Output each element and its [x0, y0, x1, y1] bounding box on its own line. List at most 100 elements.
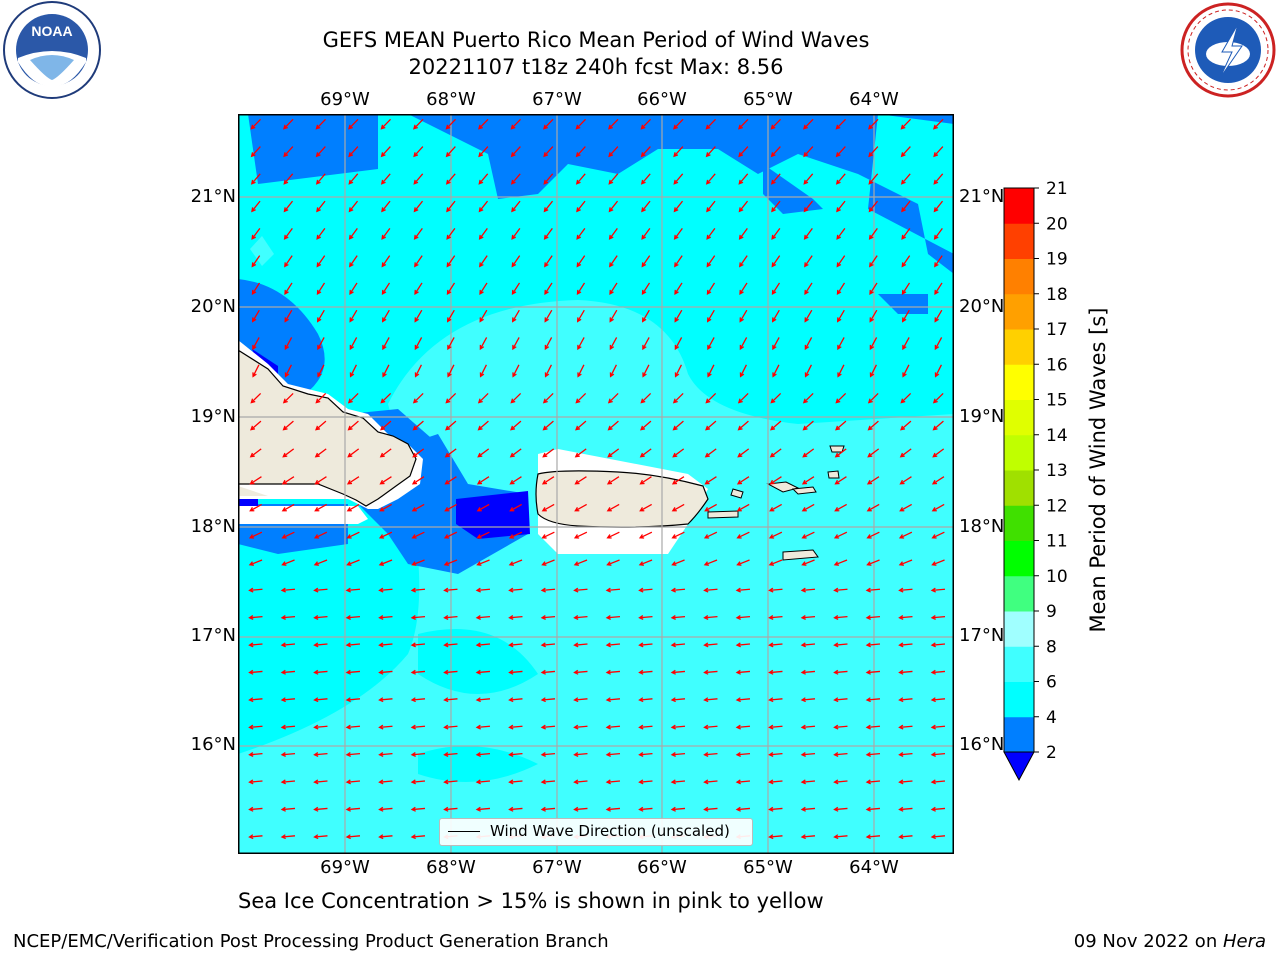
wave-direction-arrow	[670, 587, 686, 593]
wave-direction-arrow	[574, 448, 587, 458]
wave-direction-arrow	[381, 227, 391, 240]
wave-direction-arrow	[772, 309, 780, 323]
wave-direction-arrow	[638, 779, 653, 785]
wave-direction-arrow	[769, 476, 782, 485]
graticule	[238, 114, 954, 854]
wave-direction-arrow	[930, 724, 946, 730]
wave-direction-arrow	[638, 669, 653, 675]
wave-direction-arrow	[378, 724, 393, 730]
wave-direction-arrow	[281, 531, 295, 539]
wave-direction-arrow	[512, 337, 520, 351]
wave-direction-arrow	[313, 697, 328, 703]
colorbar-segment	[1004, 505, 1034, 541]
wave-direction-arrow	[542, 448, 555, 458]
wave-direction-arrow	[378, 559, 393, 566]
wave-direction-arrow	[638, 642, 653, 648]
wave-direction-arrow	[574, 503, 587, 512]
wave-direction-arrow	[475, 615, 491, 620]
wave-direction-arrow	[411, 503, 425, 512]
wave-direction-arrow	[836, 200, 846, 213]
wave-direction-arrow	[930, 697, 946, 703]
wave-direction-arrow	[671, 476, 685, 485]
wave-direction-arrow	[249, 503, 262, 512]
wave-direction-arrow	[803, 118, 814, 130]
wave-direction-arrow	[769, 448, 782, 458]
wave-direction-arrow	[284, 309, 293, 323]
colorbar-segment	[1004, 293, 1034, 330]
wave-direction-arrow	[411, 559, 425, 566]
wave-direction-arrow	[836, 255, 846, 268]
wave-direction-arrow	[248, 642, 263, 648]
wave-direction-arrow	[800, 779, 816, 785]
wave-direction-arrow	[865, 697, 881, 703]
wave-direction-arrow	[802, 448, 815, 458]
wave-direction-arrow	[577, 364, 585, 378]
wave-direction-arrow	[670, 697, 686, 703]
wave-direction-arrow	[804, 282, 813, 296]
wave-direction-arrow	[283, 146, 294, 158]
wave-direction-arrow	[865, 669, 881, 675]
wave-direction-arrow	[835, 173, 846, 185]
wave-direction-arrow	[735, 806, 751, 812]
wave-direction-arrow	[508, 642, 523, 648]
wave-direction-arrow	[800, 752, 816, 757]
wave-direction-arrow	[608, 200, 619, 213]
wave-direction-arrow	[413, 227, 423, 240]
wave-direction-arrow	[670, 779, 686, 785]
colorbar-tick-label: 14	[1046, 426, 1068, 446]
wave-direction-arrow	[445, 392, 457, 404]
wave-direction-arrow	[574, 476, 587, 485]
wave-direction-arrow	[345, 642, 361, 648]
wave-direction-arrow	[639, 476, 652, 485]
wave-direction-arrow	[348, 146, 359, 158]
wave-direction-arrow	[511, 227, 521, 240]
wave-direction-arrow	[379, 448, 392, 458]
wave-direction-arrow	[932, 392, 944, 404]
wave-direction-arrow	[835, 118, 847, 130]
wave-direction-arrow	[446, 282, 456, 296]
wave-direction-arrow	[314, 503, 327, 512]
footer-credit: NCEP/EMC/Verification Post Processing Pr…	[13, 931, 609, 952]
wave-direction-arrow	[349, 364, 357, 378]
wave-direction-arrow	[414, 337, 423, 351]
lon-label-bottom: 67°W	[532, 857, 582, 878]
wave-direction-arrow	[412, 420, 424, 431]
wave-direction-arrow	[703, 531, 718, 539]
wave-direction-arrow	[642, 364, 650, 378]
wave-direction-arrow	[313, 642, 328, 648]
wave-direction-arrow	[898, 779, 913, 785]
wave-direction-arrow	[477, 392, 489, 404]
wave-direction-arrow	[313, 806, 328, 812]
wave-direction-arrow	[934, 337, 943, 351]
wave-direction-arrow	[348, 227, 358, 240]
wave-direction-arrow	[605, 642, 621, 648]
wave-direction-arrow	[640, 420, 652, 431]
wave-direction-arrow	[478, 200, 489, 213]
wave-direction-arrow	[833, 834, 848, 840]
colorbar-tick-label: 13	[1046, 461, 1068, 481]
wave-direction-arrow	[638, 559, 653, 566]
wave-direction-arrow	[443, 724, 458, 730]
wave-direction-arrow	[283, 200, 294, 213]
wave-direction-arrow	[706, 227, 716, 240]
wave-direction-arrow	[638, 531, 653, 539]
wave-direction-arrow	[510, 118, 522, 130]
wave-direction-arrow	[803, 146, 814, 158]
wave-direction-arrow	[930, 834, 946, 840]
wave-direction-arrow	[868, 146, 879, 158]
colorbar-tick-label: 11	[1046, 532, 1068, 552]
wave-direction-arrow	[737, 448, 750, 458]
wave-direction-arrow	[868, 118, 879, 130]
wave-direction-arrow	[540, 697, 556, 703]
wave-direction-arrow	[346, 503, 360, 512]
wave-direction-arrow	[575, 173, 586, 185]
colorbar-tick-label: 17	[1046, 320, 1068, 340]
wave-direction-arrow	[378, 806, 393, 812]
wave-direction-arrow	[673, 173, 684, 185]
wave-direction-arrow	[605, 724, 621, 730]
wave-direction-arrow	[898, 834, 913, 840]
wave-direction-arrow	[865, 834, 881, 840]
wave-direction-arrow	[476, 503, 490, 512]
wave-direction-arrow	[770, 118, 782, 130]
wave-direction-arrow	[573, 779, 588, 785]
